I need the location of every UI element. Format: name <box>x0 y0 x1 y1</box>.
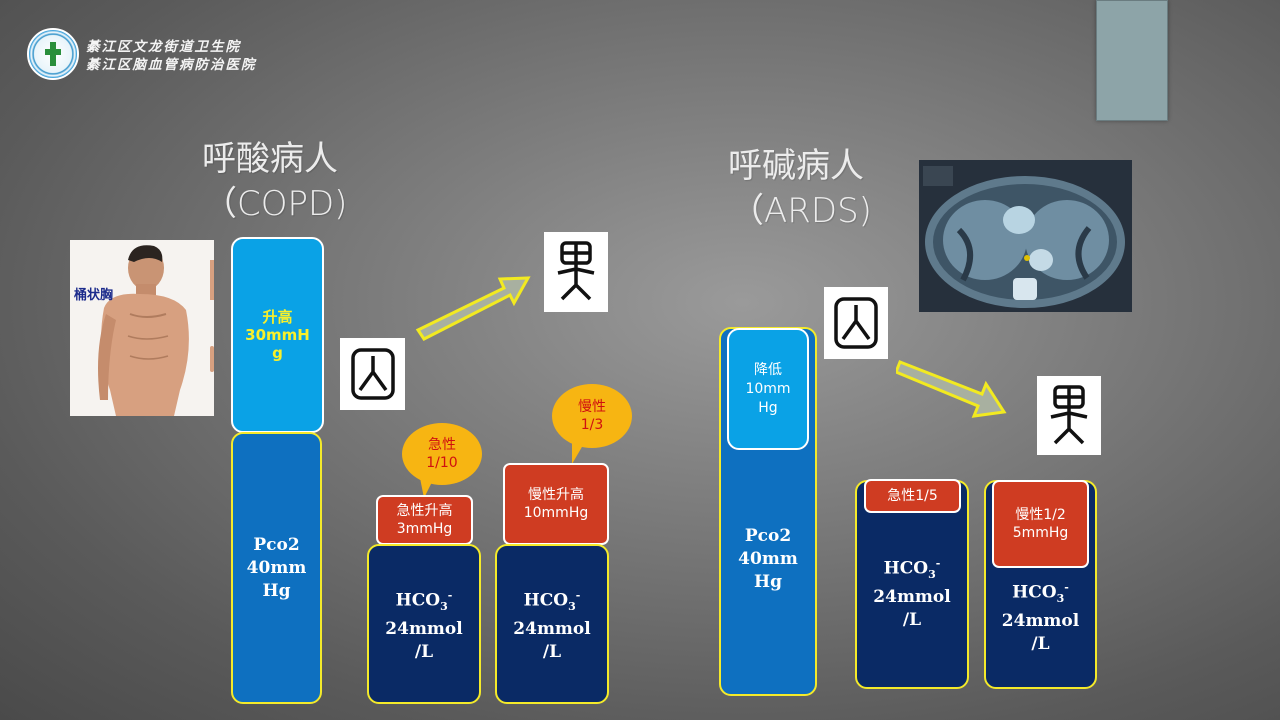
hco3-superscript: - <box>575 588 581 602</box>
barrel-chest-illustration <box>70 240 214 416</box>
pco2-label: Pco2 <box>744 526 792 546</box>
chronic-fall-value: 5mmHg <box>1012 525 1069 541</box>
hco3-value: 24mmol <box>385 619 463 640</box>
glyph-box-right-1 <box>824 287 888 359</box>
glyph-box-left-1 <box>340 338 405 410</box>
barrel-chest-label: 桶状胸 <box>74 288 114 303</box>
acute-rise-box: 急性升高 3mmHg <box>376 495 473 545</box>
pco2-rise-bar: 升高 30mmH g <box>231 237 324 433</box>
hco3-subscript: 3 <box>1056 592 1065 606</box>
hco3-formula: HCO <box>1012 582 1057 603</box>
bubble-tail <box>572 440 586 464</box>
chronic-ratio-bubble: 慢性 1/3 <box>552 384 632 448</box>
hco3-formula: HCO <box>883 558 929 579</box>
rise-value: 30mmH <box>245 326 310 344</box>
hco3-subscript: 3 <box>568 600 576 614</box>
glyph-box-left-2 <box>544 232 608 312</box>
hco3-formula: HCO <box>523 590 569 611</box>
hospital-logo <box>27 28 79 80</box>
chronic-fall-box: 慢性1/2 5mmHg <box>992 480 1089 568</box>
hco3-unit: /L <box>902 610 922 631</box>
arm-fragment <box>210 262 214 286</box>
pco2-unit: Hg <box>754 572 782 592</box>
acute-ratio-bubble: 急性 1/10 <box>402 423 482 485</box>
hco3-acute-bar-right: HCO3- 24mmol /L <box>855 480 969 689</box>
acute-rise-label: 急性升高 <box>396 503 453 519</box>
ards-heading-line1: 呼碱病人 <box>728 146 864 186</box>
acute-bubble-ratio: 1/10 <box>426 455 458 471</box>
fall-label: 降低 <box>754 361 782 378</box>
pco2-unit: Hg <box>262 580 291 601</box>
pco2-label: Pco2 <box>253 534 300 555</box>
pco2-value: 40mm <box>246 557 307 578</box>
seal-glyph-icon <box>1050 384 1088 444</box>
glyph-box-right-2 <box>1037 376 1101 455</box>
hco3-unit: /L <box>1031 634 1050 655</box>
arm-fragment-lower <box>210 346 214 372</box>
chronic-rise-value: 10mmHg <box>523 505 589 521</box>
hospital-name-line1: 綦江区文龙街道卫生院 <box>86 39 241 55</box>
corner-decoration <box>1096 0 1168 121</box>
hco3-superscript: - <box>447 588 453 602</box>
hco3-subscript: 3 <box>440 600 448 614</box>
pco2-fall-bar: 降低 10mm Hg <box>727 328 809 450</box>
ct-scan-image <box>919 160 1132 312</box>
hco3-acute-bar: HCO3- 24mmol /L <box>367 544 481 704</box>
rise-unit: g <box>272 344 283 362</box>
chronic-bubble-ratio: 1/3 <box>580 417 604 433</box>
hco3-superscript: - <box>935 557 941 570</box>
chronic-bubble-label: 慢性 <box>578 399 606 415</box>
copd-heading-line2: （COPD) <box>203 184 348 224</box>
pco2-value: 40mm <box>738 549 798 569</box>
hco3-chronic-bar: HCO3- 24mmol /L <box>495 544 609 704</box>
seal-glyph-icon <box>834 297 878 349</box>
medical-cross-icon <box>45 42 61 66</box>
chronic-rise-box: 慢性升高 10mmHg <box>503 463 609 545</box>
acute-fall-box: 急性1/5 <box>864 479 961 513</box>
hco3-value: 24mmol <box>513 619 591 640</box>
hco3-subscript: 3 <box>928 568 936 582</box>
acute-bubble-label: 急性 <box>428 437 456 453</box>
seal-glyph-icon <box>557 241 595 301</box>
hco3-unit: /L <box>414 642 434 663</box>
arrow-down-right-icon <box>896 360 1007 418</box>
acute-fall-label: 急性1/5 <box>887 488 938 504</box>
ct-chest-icon <box>919 160 1132 312</box>
pco2-baseline-bar: Pco2 40mm Hg <box>231 432 322 704</box>
ards-heading-line2: （ARDS) <box>730 191 872 231</box>
patient-figure-icon <box>70 240 214 416</box>
arrow-up-right-icon <box>415 276 531 341</box>
fall-unit: Hg <box>758 399 778 416</box>
seal-glyph-icon <box>350 348 395 400</box>
rise-label: 升高 <box>262 308 293 326</box>
acute-rise-value: 3mmHg <box>396 521 453 537</box>
hco3-formula: HCO <box>395 590 441 611</box>
copd-heading-line1: 呼酸病人 <box>202 139 338 179</box>
bubble-tail <box>420 478 434 498</box>
hco3-value: 24mmol <box>873 587 951 608</box>
hco3-unit: /L <box>542 642 562 663</box>
chronic-rise-label: 慢性升高 <box>528 487 584 503</box>
hco3-superscript: - <box>1064 581 1069 594</box>
fall-value: 10mm <box>745 380 791 397</box>
hospital-name-line2: 綦江区脑血管病防治医院 <box>86 57 257 73</box>
chronic-fall-label: 慢性1/2 <box>1015 507 1066 523</box>
hco3-value: 24mmol <box>1001 611 1080 632</box>
